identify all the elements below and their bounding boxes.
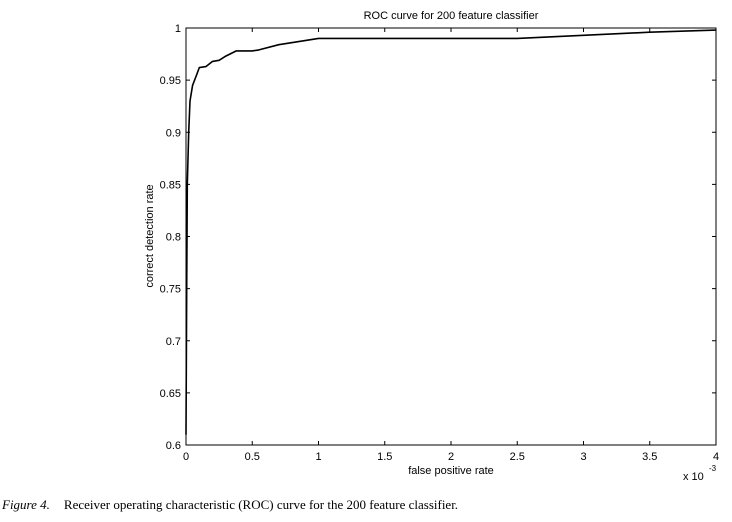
x-multiplier: x 10 xyxy=(683,471,704,483)
roc-chart: ROC curve for 200 feature classifier 0 0.… xyxy=(144,10,719,483)
y-tick-label: 0.8 xyxy=(166,232,181,244)
roc-series xyxy=(185,29,717,435)
x-tick-label: 1 xyxy=(315,451,321,463)
x-tick-label: 2 xyxy=(448,451,454,463)
x-tick-label: 3.5 xyxy=(642,451,657,463)
figure-caption: Figure 4. Receiver operating characterist… xyxy=(2,497,730,513)
roc-curve-line xyxy=(185,29,717,435)
x-tick-label: 4 xyxy=(713,451,719,463)
x-tick-label: 2.5 xyxy=(510,451,525,463)
plot-area xyxy=(185,27,717,446)
x-tick-label: 1.5 xyxy=(377,451,392,463)
y-tick-label: 0.7 xyxy=(166,336,181,348)
x-axis-ticks: 0 0.5 1 1.5 2 2.5 3 3.5 4 xyxy=(183,28,719,463)
x-tick-label: 3 xyxy=(580,451,586,463)
caption-label: Figure 4. xyxy=(2,497,50,512)
x-multiplier-exponent: -3 xyxy=(709,464,717,473)
y-axis-ticks: 0.6 0.65 0.7 0.75 0.8 0.85 0.9 0.95 1 xyxy=(160,23,716,452)
chart-title: ROC curve for 200 feature classifier xyxy=(364,10,539,22)
x-axis-label: false positive rate xyxy=(408,465,494,477)
y-tick-label: 0.65 xyxy=(160,388,181,400)
y-tick-label: 0.95 xyxy=(160,75,181,87)
y-tick-label: 0.75 xyxy=(160,284,181,296)
y-tick-label: 0.85 xyxy=(160,179,181,191)
y-tick-label: 1 xyxy=(175,23,181,35)
y-axis-label: correct detection rate xyxy=(144,184,156,287)
y-tick-label: 0.9 xyxy=(166,127,181,139)
x-tick-label: 0.5 xyxy=(245,451,260,463)
y-tick-label: 0.6 xyxy=(166,440,181,452)
x-tick-label: 0 xyxy=(183,451,189,463)
caption-text: Receiver operating characteristic (ROC) … xyxy=(63,497,459,512)
